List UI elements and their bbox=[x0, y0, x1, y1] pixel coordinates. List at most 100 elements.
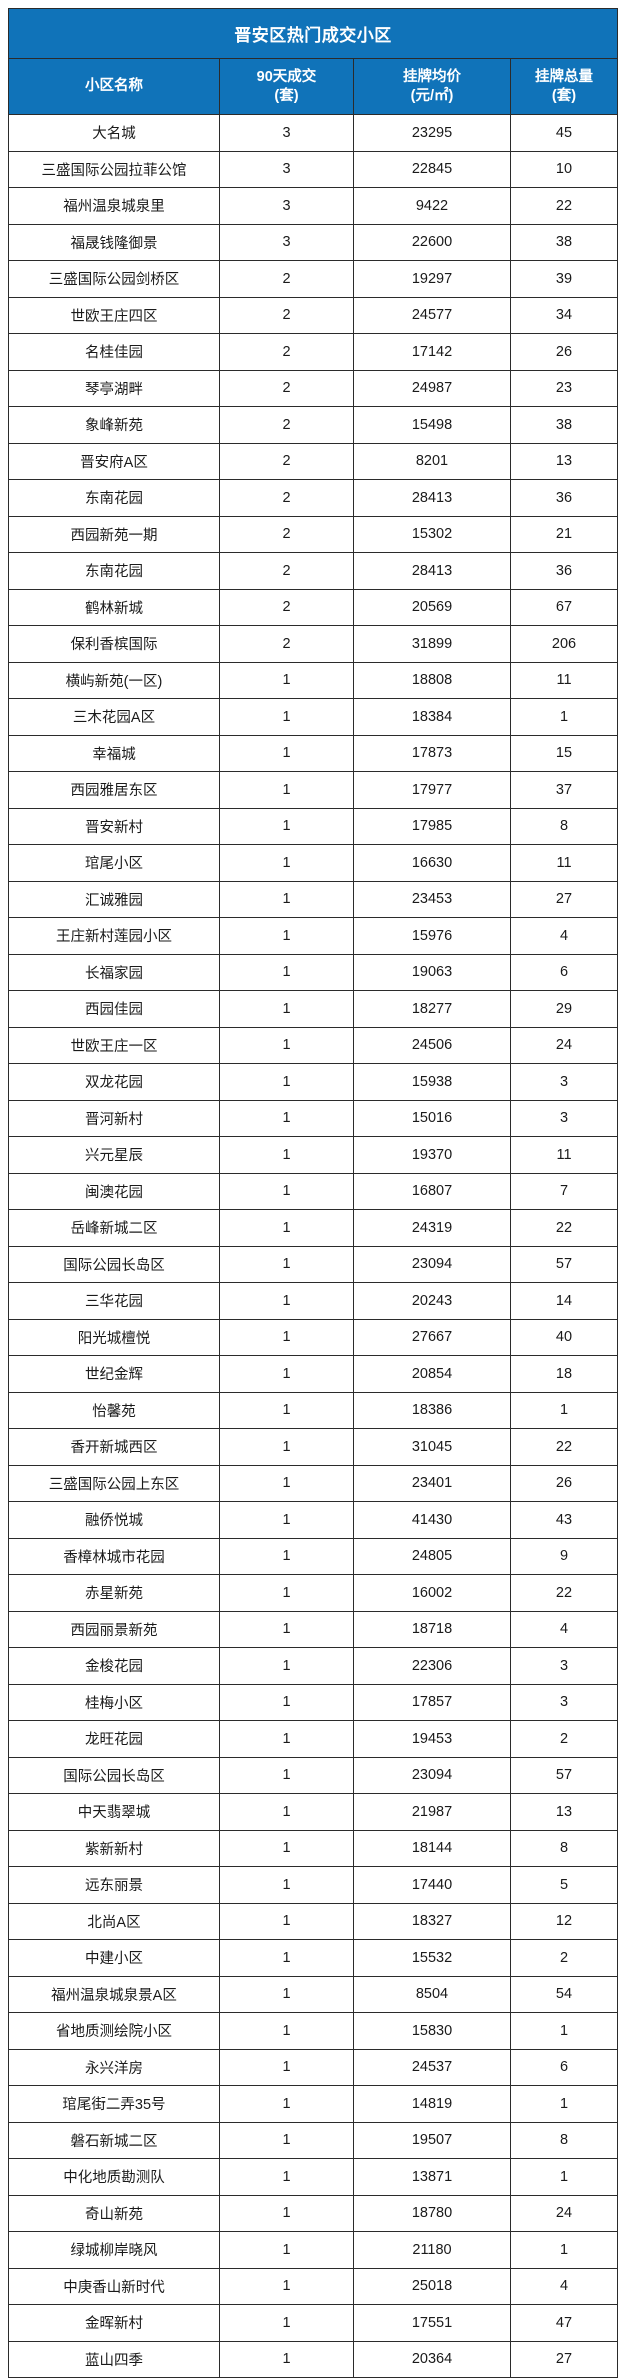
table-row: 中建小区 1 15532 2 bbox=[8, 1939, 618, 1977]
cell-listing-total: 5 bbox=[510, 1866, 618, 1904]
cell-deals-90d: 1 bbox=[219, 1428, 354, 1466]
cell-listing-total: 57 bbox=[510, 1756, 618, 1794]
cell-deals-90d: 1 bbox=[219, 1172, 354, 1210]
table-row: 桂梅小区 1 17857 3 bbox=[8, 1683, 618, 1721]
table-row: 世欧王庄一区 1 24506 24 bbox=[8, 1026, 618, 1064]
table-row: 长福家园 1 19063 6 bbox=[8, 953, 618, 991]
title-row: 晋安区热门成交小区 bbox=[8, 8, 618, 59]
cell-listing-total: 45 bbox=[510, 114, 618, 152]
column-header-deals-line2: (套) bbox=[274, 87, 299, 104]
cell-listing-total: 21 bbox=[510, 515, 618, 553]
cell-community-name: 福州温泉城泉里 bbox=[8, 187, 220, 225]
table-row: 香樟林城市花园 1 24805 9 bbox=[8, 1537, 618, 1575]
cell-community-name: 世欧王庄四区 bbox=[8, 296, 220, 334]
cell-deals-90d: 3 bbox=[219, 223, 354, 261]
cell-community-name: 幸福城 bbox=[8, 734, 220, 772]
table-row: 中化地质勘测队 1 13871 1 bbox=[8, 2158, 618, 2196]
cell-deals-90d: 1 bbox=[219, 2267, 354, 2305]
table-row: 国际公园长岛区 1 23094 57 bbox=[8, 1756, 618, 1794]
cell-community-name: 兴元星辰 bbox=[8, 1136, 220, 1174]
table-title: 晋安区热门成交小区 bbox=[8, 8, 618, 59]
cell-listing-total: 1 bbox=[510, 2231, 618, 2269]
cell-community-name: 闽澳花园 bbox=[8, 1172, 220, 1210]
cell-listing-total: 2 bbox=[510, 1939, 618, 1977]
table-row: 保利香槟国际 2 31899 206 bbox=[8, 625, 618, 663]
table-row: 晋安府A区 2 8201 13 bbox=[8, 442, 618, 480]
column-header-total-line1: 挂牌总量 bbox=[535, 68, 593, 85]
cell-deals-90d: 2 bbox=[219, 515, 354, 553]
cell-listing-avg-price: 15976 bbox=[353, 917, 511, 955]
cell-community-name: 香开新城西区 bbox=[8, 1428, 220, 1466]
cell-deals-90d: 1 bbox=[219, 2340, 354, 2378]
table-row: 香开新城西区 1 31045 22 bbox=[8, 1428, 618, 1466]
cell-listing-total: 8 bbox=[510, 2121, 618, 2159]
cell-deals-90d: 1 bbox=[219, 1245, 354, 1283]
cell-listing-total: 29 bbox=[510, 990, 618, 1028]
table-row: 蓝山四季 1 20364 27 bbox=[8, 2340, 618, 2378]
cell-listing-avg-price: 17440 bbox=[353, 1866, 511, 1904]
cell-deals-90d: 3 bbox=[219, 114, 354, 152]
cell-deals-90d: 1 bbox=[219, 1318, 354, 1356]
cell-deals-90d: 1 bbox=[219, 2194, 354, 2232]
cell-deals-90d: 1 bbox=[219, 1574, 354, 1612]
cell-listing-total: 22 bbox=[510, 1209, 618, 1247]
cell-listing-avg-price: 16630 bbox=[353, 844, 511, 882]
cell-listing-total: 11 bbox=[510, 844, 618, 882]
cell-community-name: 岳峰新城二区 bbox=[8, 1209, 220, 1247]
cell-deals-90d: 1 bbox=[219, 1391, 354, 1429]
cell-listing-total: 22 bbox=[510, 1574, 618, 1612]
cell-listing-total: 8 bbox=[510, 807, 618, 845]
column-header-name: 小区名称 bbox=[8, 58, 220, 115]
cell-deals-90d: 1 bbox=[219, 1136, 354, 1174]
table-row: 永兴洋房 1 24537 6 bbox=[8, 2048, 618, 2086]
cell-listing-total: 27 bbox=[510, 880, 618, 918]
cell-deals-90d: 1 bbox=[219, 844, 354, 882]
cell-deals-90d: 1 bbox=[219, 1866, 354, 1904]
table-row: 汇诚雅园 1 23453 27 bbox=[8, 880, 618, 918]
cell-community-name: 福州温泉城泉景A区 bbox=[8, 1975, 220, 2013]
cell-listing-avg-price: 20364 bbox=[353, 2340, 511, 2378]
table-row: 三华花园 1 20243 14 bbox=[8, 1282, 618, 1320]
cell-community-name: 世纪金辉 bbox=[8, 1355, 220, 1393]
cell-community-name: 金梭花园 bbox=[8, 1647, 220, 1685]
cell-listing-total: 24 bbox=[510, 1026, 618, 1064]
cell-deals-90d: 1 bbox=[219, 1501, 354, 1539]
table-row: 中庚香山新时代 1 25018 4 bbox=[8, 2267, 618, 2305]
cell-listing-total: 1 bbox=[510, 2158, 618, 2196]
cell-listing-total: 39 bbox=[510, 260, 618, 298]
cell-listing-avg-price: 21180 bbox=[353, 2231, 511, 2269]
cell-listing-avg-price: 20243 bbox=[353, 1282, 511, 1320]
cell-listing-total: 13 bbox=[510, 1793, 618, 1831]
cell-community-name: 金晖新村 bbox=[8, 2304, 220, 2342]
cell-listing-total: 6 bbox=[510, 953, 618, 991]
table-row: 三盛国际公园剑桥区 2 19297 39 bbox=[8, 260, 618, 298]
table-row: 横屿新苑(一区) 1 18808 11 bbox=[8, 661, 618, 699]
cell-listing-avg-price: 24577 bbox=[353, 296, 511, 334]
cell-community-name: 绿城柳岸晓风 bbox=[8, 2231, 220, 2269]
cell-listing-total: 3 bbox=[510, 1099, 618, 1137]
cell-listing-total: 23 bbox=[510, 369, 618, 407]
cell-deals-90d: 1 bbox=[219, 953, 354, 991]
cell-deals-90d: 2 bbox=[219, 552, 354, 590]
cell-deals-90d: 2 bbox=[219, 588, 354, 626]
column-header-deals-line1: 90天成交 bbox=[256, 68, 317, 85]
cell-listing-total: 2 bbox=[510, 1720, 618, 1758]
cell-deals-90d: 1 bbox=[219, 1537, 354, 1575]
cell-listing-total: 8 bbox=[510, 1829, 618, 1867]
cell-community-name: 琯尾街二弄35号 bbox=[8, 2085, 220, 2123]
table-row: 中天翡翠城 1 21987 13 bbox=[8, 1793, 618, 1831]
cell-deals-90d: 1 bbox=[219, 2304, 354, 2342]
cell-listing-avg-price: 19507 bbox=[353, 2121, 511, 2159]
table-row: 琴亭湖畔 2 24987 23 bbox=[8, 369, 618, 407]
cell-listing-total: 3 bbox=[510, 1683, 618, 1721]
cell-listing-total: 18 bbox=[510, 1355, 618, 1393]
cell-listing-avg-price: 20569 bbox=[353, 588, 511, 626]
cell-listing-total: 4 bbox=[510, 917, 618, 955]
cell-listing-avg-price: 18384 bbox=[353, 698, 511, 736]
table-row: 国际公园长岛区 1 23094 57 bbox=[8, 1245, 618, 1283]
cell-deals-90d: 1 bbox=[219, 1209, 354, 1247]
cell-community-name: 汇诚雅园 bbox=[8, 880, 220, 918]
cell-deals-90d: 1 bbox=[219, 1975, 354, 2013]
cell-listing-total: 14 bbox=[510, 1282, 618, 1320]
cell-community-name: 融侨悦城 bbox=[8, 1501, 220, 1539]
